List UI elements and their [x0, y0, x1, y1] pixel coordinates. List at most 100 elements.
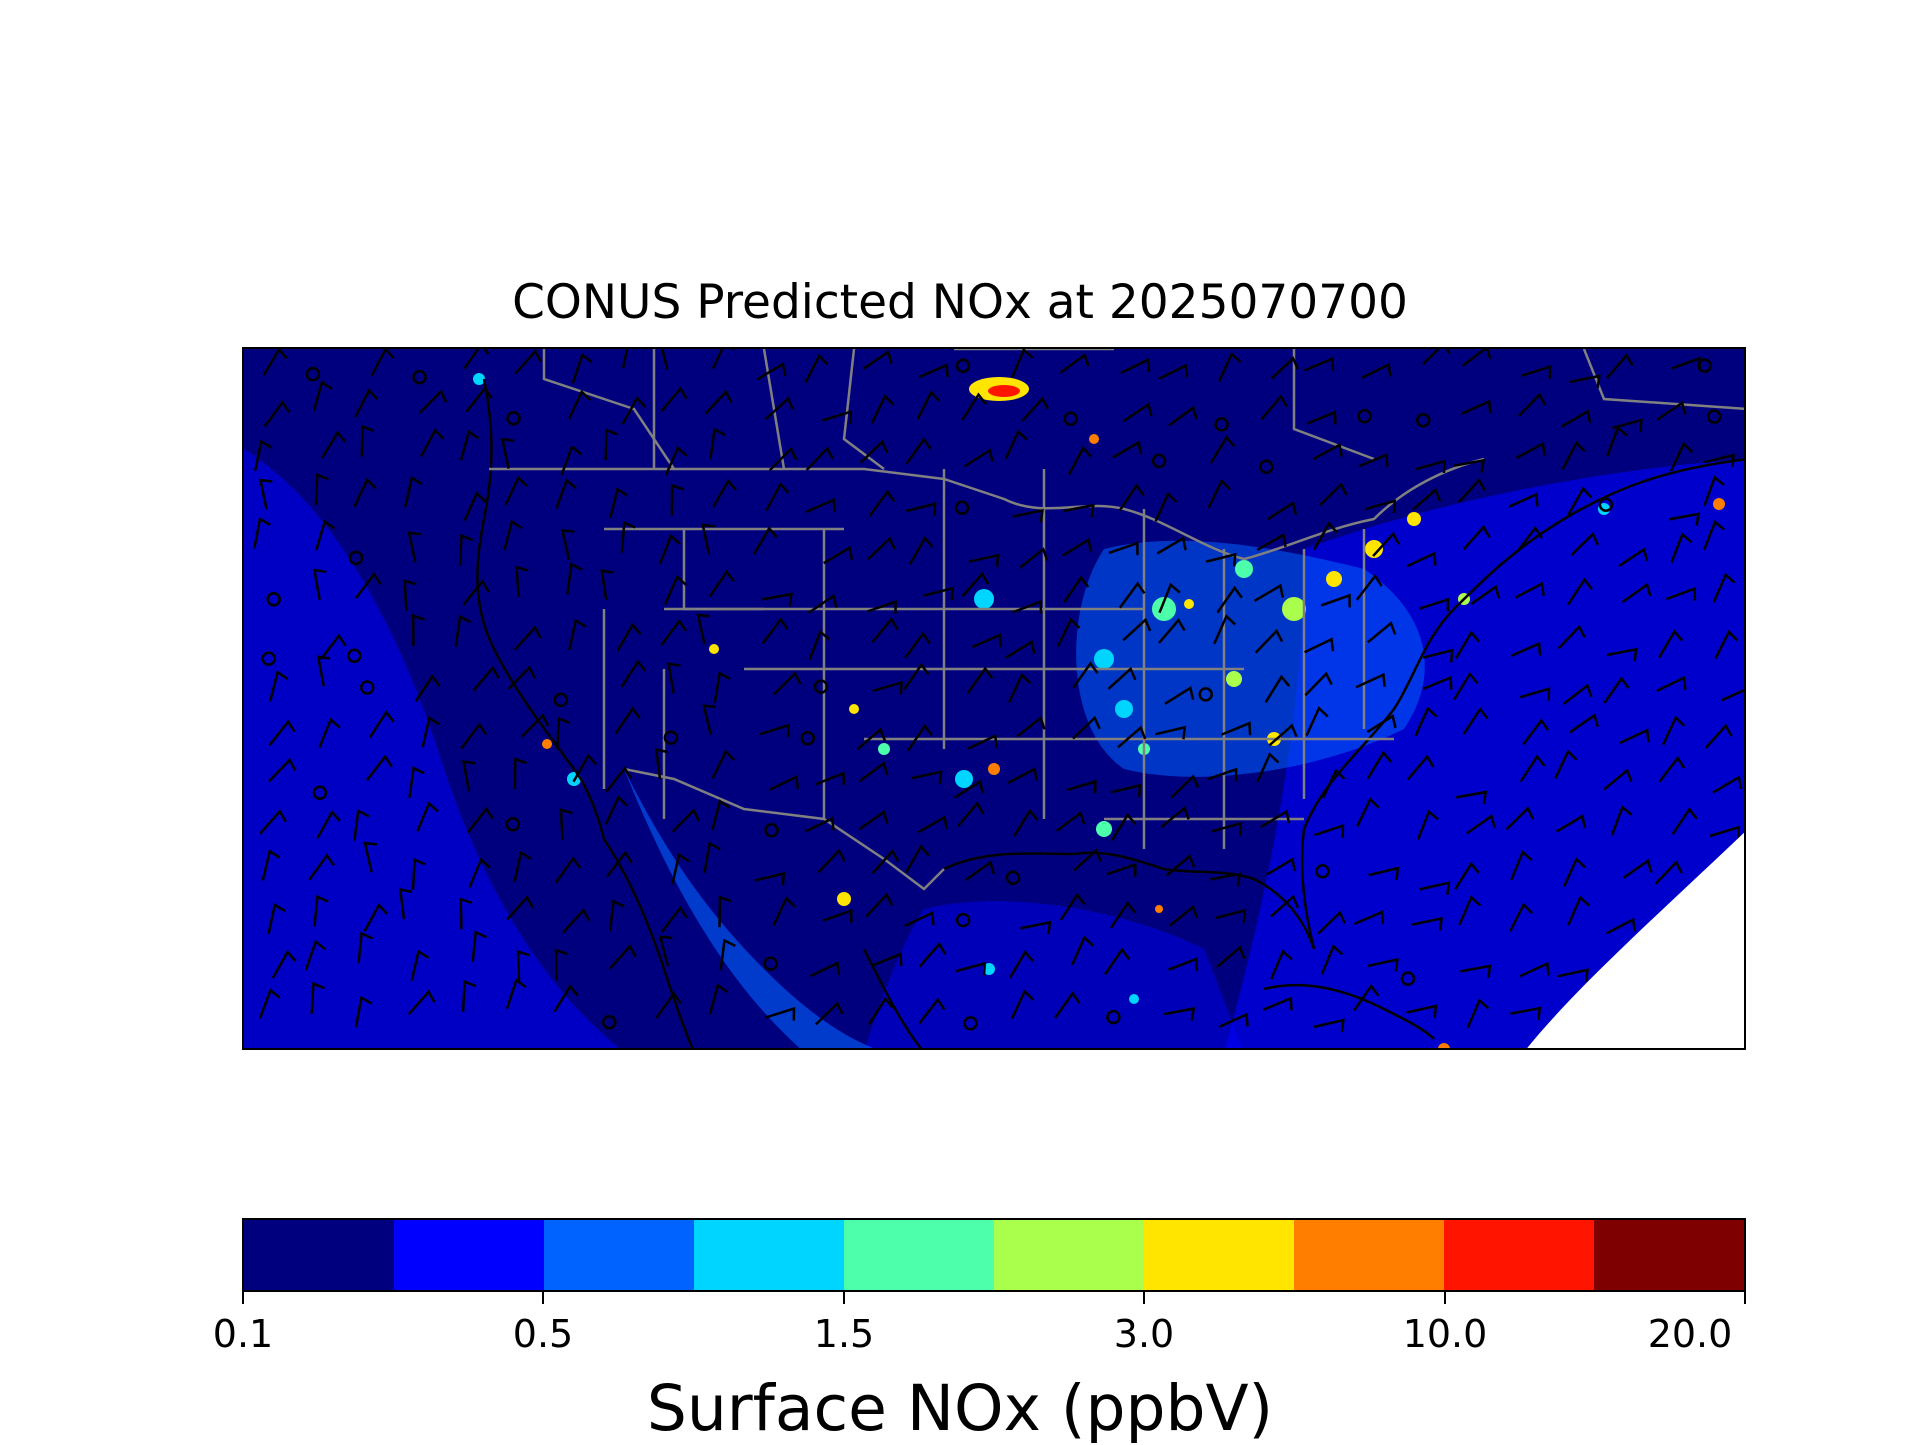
hotspot	[1326, 571, 1342, 587]
wind-barb	[868, 996, 894, 1025]
wind-barb	[1265, 857, 1297, 876]
wind-barb	[1112, 440, 1143, 459]
wind-barb	[804, 816, 835, 833]
wind-barb	[313, 894, 329, 927]
wind-barb	[421, 716, 441, 748]
state-line	[1582, 349, 1744, 410]
wind-barb	[504, 475, 528, 506]
wind-barb	[1508, 492, 1539, 508]
wind-barb	[1510, 1006, 1542, 1021]
wind-barb	[1059, 352, 1090, 374]
wind-barb	[1365, 499, 1397, 513]
wind-barb	[1055, 810, 1086, 832]
wind-barb	[1356, 797, 1380, 827]
wind-barb	[560, 528, 575, 560]
wind-barb	[553, 984, 579, 1013]
wind-barb	[1168, 405, 1198, 427]
wind-barb	[703, 841, 721, 874]
wind-barb	[1221, 721, 1252, 736]
wind-barb	[815, 771, 846, 786]
wind-barb	[411, 857, 427, 890]
wind-barb	[1063, 503, 1095, 518]
wind-barb	[1304, 671, 1333, 697]
calm-wind-marker	[505, 817, 521, 832]
wind-barb	[461, 760, 476, 792]
wind-barb	[1158, 363, 1189, 381]
wind-barb	[1110, 812, 1137, 842]
wind-barb	[923, 586, 954, 601]
wind-barb	[1606, 425, 1628, 457]
wind-barb	[556, 716, 571, 749]
wind-barb	[1412, 487, 1442, 511]
wind-barb	[1454, 861, 1480, 890]
wind-barb	[903, 662, 930, 691]
wind-barb	[354, 995, 373, 1028]
wind-barb	[1569, 713, 1600, 734]
wind-barb	[867, 536, 896, 561]
mexico-coast-band	[624, 769, 874, 1048]
wind-barb	[353, 809, 370, 841]
colorbar-tick	[542, 1292, 544, 1304]
wind-barb	[872, 952, 903, 967]
calm-wind-marker	[412, 369, 427, 385]
calm-wind-marker	[663, 730, 679, 745]
wind-barb	[663, 574, 687, 605]
wind-barb	[1611, 418, 1643, 433]
wind-barb	[823, 545, 854, 565]
colorbar-segment	[1144, 1220, 1294, 1290]
wind-barb	[955, 961, 987, 976]
wind-barb	[1318, 482, 1348, 507]
wind-barb	[1656, 400, 1687, 421]
wind-barb	[318, 717, 341, 748]
wind-barb	[1557, 968, 1589, 982]
wind-barb	[513, 757, 528, 790]
wind-barb	[709, 427, 726, 460]
hotspot	[1407, 512, 1421, 526]
wind-barb	[1304, 356, 1335, 372]
wind-barb	[859, 439, 889, 464]
wind-barb	[572, 753, 598, 783]
wind-barb	[1522, 718, 1550, 746]
wind-barb	[1561, 409, 1592, 428]
nox-map	[244, 349, 1744, 1048]
wind-barb	[614, 706, 641, 735]
wind-barb	[868, 489, 896, 517]
wind-barb	[1270, 949, 1293, 980]
wind-barb	[905, 437, 932, 465]
wind-barb	[471, 930, 488, 963]
wind-barb	[1103, 947, 1131, 976]
wind-barb	[308, 853, 335, 881]
colorbar-tick-label: 10.0	[1402, 1312, 1488, 1356]
wind-barb	[466, 806, 495, 834]
colorbar-tick-label: 0.1	[212, 1312, 274, 1356]
wind-barb	[1516, 525, 1543, 553]
calm-wind-marker	[348, 550, 364, 566]
wind-barb	[1021, 396, 1050, 422]
wind-barb	[1254, 628, 1284, 654]
wind-barb	[368, 710, 395, 739]
wind-barb	[608, 944, 637, 970]
wind-barb	[858, 809, 889, 831]
hotspot	[1235, 560, 1253, 578]
wind-barb	[858, 761, 889, 783]
wind-barb	[363, 902, 389, 933]
wind-barb	[1122, 402, 1153, 423]
wind-barb	[768, 446, 798, 472]
wind-barb	[1665, 586, 1697, 601]
wind-barb	[667, 662, 681, 694]
hotspot	[1713, 498, 1725, 510]
wind-barb	[713, 671, 731, 704]
wind-barb	[870, 394, 895, 424]
wind-barb	[1554, 749, 1578, 780]
wind-barb	[516, 949, 530, 982]
wind-barb	[1621, 582, 1652, 604]
colorbar-tick-label: 0.5	[512, 1312, 574, 1356]
wind-barb	[1367, 957, 1399, 972]
wind-barb	[1668, 512, 1700, 526]
calm-wind-marker	[1063, 411, 1078, 427]
wind-barb	[805, 446, 834, 472]
hotspot	[1089, 434, 1099, 444]
wind-barb	[719, 938, 736, 971]
map-panel	[242, 347, 1746, 1050]
wind-barb	[1012, 599, 1043, 614]
